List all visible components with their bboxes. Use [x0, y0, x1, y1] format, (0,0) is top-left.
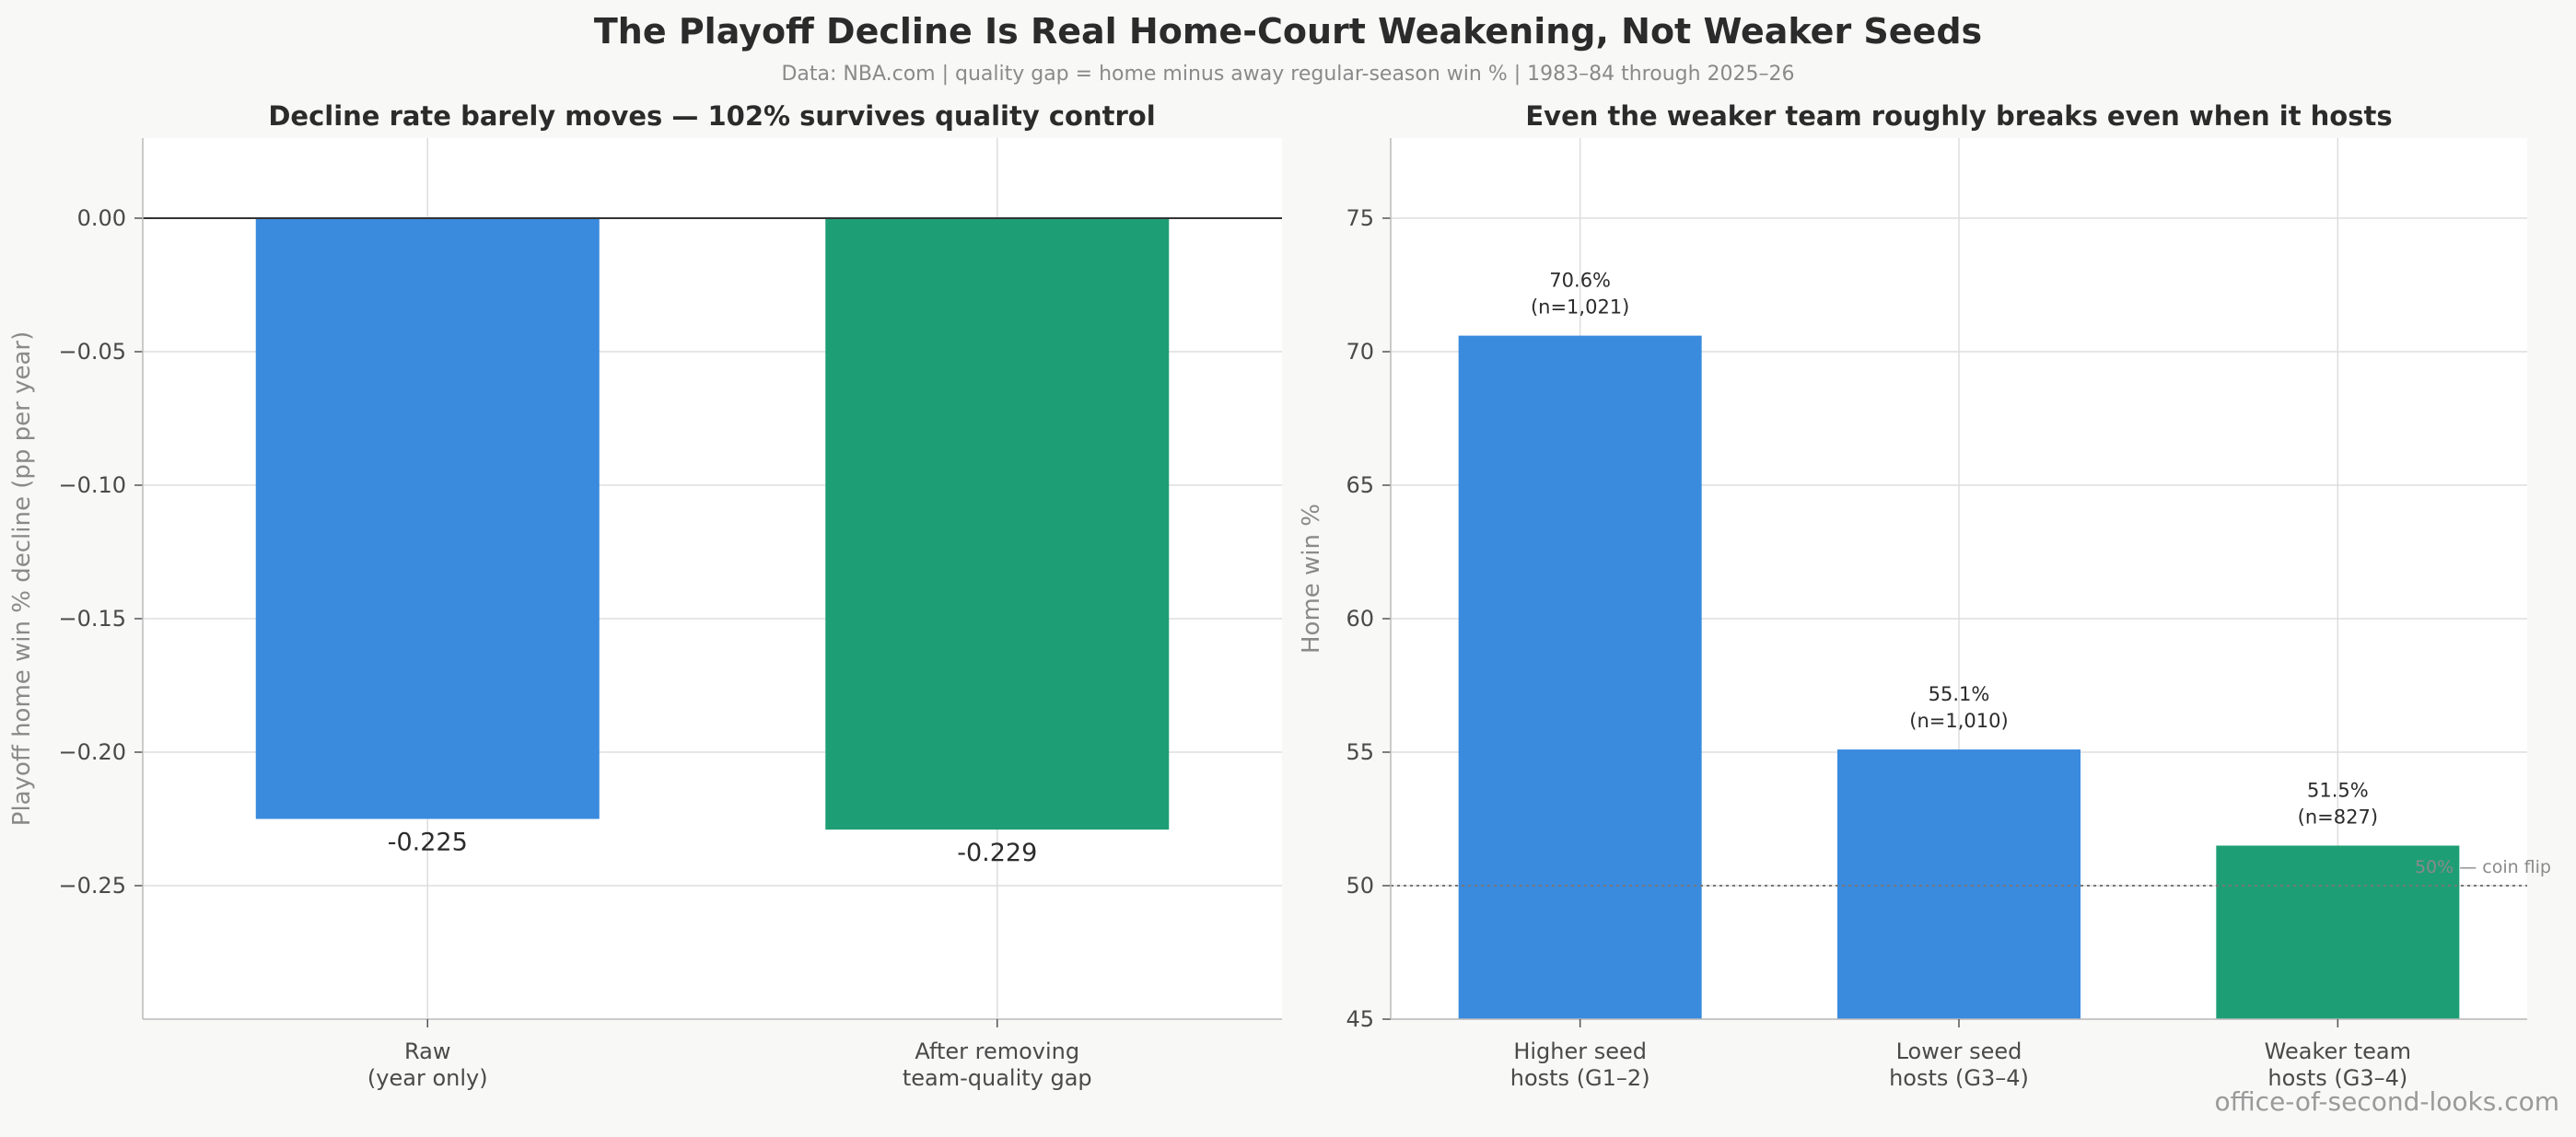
panel1-bar: [825, 218, 1170, 830]
panel1-ytick-label: 0.00: [77, 205, 126, 231]
panel1-value-label: -0.225: [388, 829, 468, 857]
panel1-ytick-label: −0.05: [58, 339, 126, 365]
panel2-value-label: 70.6%: [1549, 270, 1611, 292]
panel2-xtick-label: hosts (G3–4): [2267, 1065, 2407, 1091]
panel1-ytick-label: −0.20: [58, 739, 126, 765]
panel2-ytick-label: 65: [1346, 472, 1374, 498]
chart-title: The Playoff Decline Is Real Home-Court W…: [593, 11, 1983, 52]
panel2-xtick-label: Weaker team: [2265, 1038, 2411, 1064]
panel2-ytick-label: 60: [1346, 606, 1374, 632]
panel2-bar: [2216, 845, 2460, 1019]
panel2-value-label: 51.5%: [2307, 780, 2369, 802]
panel1-y-axis-label: Playoff home win % decline (pp per year): [8, 331, 36, 826]
panel2-y-axis-label: Home win %: [1298, 504, 1325, 654]
panel2-value-label: 55.1%: [1929, 683, 1990, 705]
panel2-value-label-n: (n=1,010): [1909, 710, 2008, 732]
panel1-bar: [255, 218, 600, 819]
panel2-ytick-label: 75: [1346, 205, 1374, 231]
panel2-ytick-label: 50: [1346, 873, 1374, 899]
panel2-bar: [1837, 749, 2081, 1019]
panel2-xtick-label: Lower seed: [1896, 1038, 2022, 1064]
panel1-xtick-label: team-quality gap: [903, 1065, 1092, 1091]
panel2-xtick-label: Higher seed: [1513, 1038, 1647, 1064]
panel2-value-label-n: (n=827): [2298, 806, 2378, 829]
watermark: office-of-second-looks.com: [2214, 1086, 2559, 1117]
panel1-xtick-label: After removing: [915, 1038, 1079, 1064]
panel2-ytick-label: 45: [1346, 1006, 1374, 1032]
panel2-title: Even the weaker team roughly breaks even…: [1525, 100, 2392, 132]
panel1-xtick-label: Raw: [404, 1038, 450, 1064]
panel2-bar: [1458, 335, 1702, 1020]
panel2-value-label-n: (n=1,021): [1531, 296, 1629, 319]
panel2-xtick-label: hosts (G3–4): [1889, 1065, 2029, 1091]
panel1-ytick-label: −0.25: [58, 873, 126, 899]
panel2-ytick-label: 55: [1346, 739, 1374, 765]
panel2-ytick-label: 70: [1346, 339, 1374, 365]
chart-subtitle: Data: NBA.com | quality gap = home minus…: [781, 63, 1795, 86]
panel2-reference-label: 50% — coin flip: [2415, 857, 2551, 877]
panel1-title: Decline rate barely moves — 102% survive…: [268, 100, 1155, 132]
panel1-xtick-label: (year only): [367, 1065, 488, 1091]
panel1-ytick-label: −0.15: [58, 606, 126, 632]
panel1-value-label: -0.229: [957, 839, 1037, 867]
panel2-xtick-label: hosts (G1–2): [1510, 1065, 1650, 1091]
panel1-ytick-label: −0.10: [58, 472, 126, 498]
